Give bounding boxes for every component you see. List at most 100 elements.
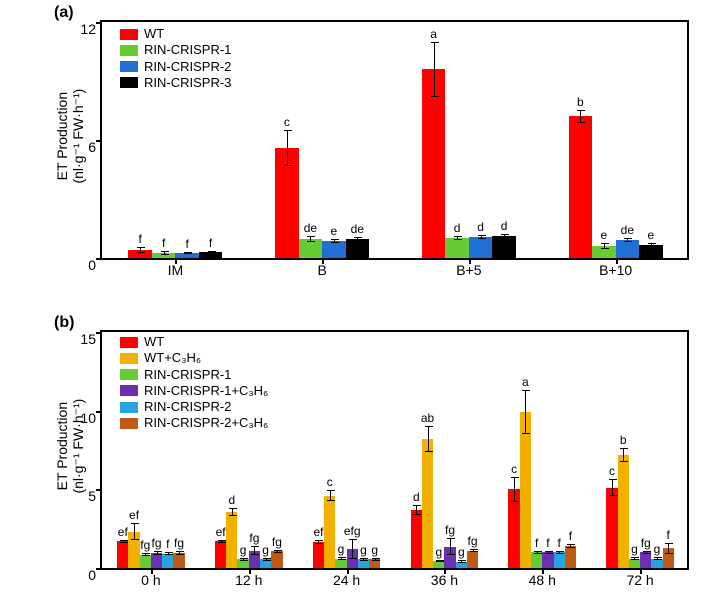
error-bar <box>134 523 135 540</box>
ytick-mark <box>96 568 102 570</box>
error-bar <box>310 236 311 242</box>
legend-item: WT <box>120 26 231 42</box>
bar-letter: g <box>262 543 269 557</box>
error-bar <box>668 543 669 554</box>
bar <box>346 239 369 258</box>
error-bar <box>461 560 462 563</box>
legend-label: RIN-CRISPR-3 <box>144 75 231 91</box>
bar-letter: de <box>304 221 317 235</box>
error-bar <box>428 426 429 451</box>
error-bar <box>623 448 624 462</box>
bar <box>140 555 151 568</box>
bar <box>358 559 369 568</box>
error-bar <box>277 550 278 553</box>
error-bar <box>318 540 319 543</box>
legend-swatch <box>120 45 138 56</box>
ytick-label: 15 <box>80 331 96 347</box>
legend-swatch <box>120 369 138 380</box>
error-bar <box>657 557 658 560</box>
error-bar <box>439 560 440 563</box>
bar-letter: g <box>240 543 247 557</box>
bar-letter: b <box>620 433 627 447</box>
xtick-mark <box>322 258 324 264</box>
xtick-label: IM <box>168 262 184 278</box>
bar-letter: d <box>454 221 461 235</box>
bar-letter: f <box>546 536 549 550</box>
bar-letter: e <box>331 224 338 238</box>
error-bar <box>357 237 358 241</box>
ytick-label: 0 <box>88 257 96 273</box>
xtick-label: 24 h <box>333 572 360 588</box>
error-bar <box>221 540 222 543</box>
bar <box>640 552 651 568</box>
bar-letter: c <box>609 464 615 478</box>
error-bar <box>457 236 458 240</box>
error-bar <box>140 247 141 253</box>
bar <box>422 439 433 568</box>
error-bar <box>164 251 165 255</box>
legend-item: RIN-CRISPR-1+C₃H₆ <box>120 383 268 399</box>
legend-label: WT+C₃H₆ <box>144 350 201 366</box>
error-bar <box>646 551 647 554</box>
error-bar <box>254 546 255 555</box>
xtick-label: 0 h <box>141 572 160 588</box>
bar <box>569 116 592 258</box>
bar-letter: e <box>601 228 608 242</box>
bar-letter: fg <box>249 531 259 545</box>
bar-letter: f <box>185 237 188 251</box>
ytick-mark <box>96 411 102 413</box>
bar-letter: f <box>209 236 212 250</box>
error-bar <box>504 234 505 238</box>
panel-b-plot-area: 0510150 hefeffgfgffg12 hefdgfggfg24 hefc… <box>100 330 689 570</box>
legend: WTRIN-CRISPR-1RIN-CRISPR-2RIN-CRISPR-3 <box>120 26 231 91</box>
legend-swatch <box>120 29 138 40</box>
error-bar <box>266 558 267 561</box>
bar <box>618 455 629 568</box>
error-bar <box>123 540 124 543</box>
xtick-mark <box>616 258 618 264</box>
bar-letter: g <box>371 543 378 557</box>
bar-letter: de <box>621 223 634 237</box>
bar-letter: g <box>338 542 345 556</box>
legend-label: RIN-CRISPR-1+C₃H₆ <box>144 383 268 399</box>
xtick-mark <box>444 568 446 574</box>
bar-letter: f <box>557 536 560 550</box>
xtick-mark <box>347 568 349 574</box>
bar-letter: fg <box>445 523 455 537</box>
legend: WTWT+C₃H₆RIN-CRISPR-1RIN-CRISPR-1+C₃H₆RI… <box>120 334 268 432</box>
bar-letter: fg <box>272 535 282 549</box>
error-bar <box>352 539 353 559</box>
bar-letter: ef <box>118 525 128 539</box>
bar <box>469 237 492 258</box>
error-bar <box>559 551 560 554</box>
bar-letter: ef <box>313 525 323 539</box>
error-bar <box>375 558 376 561</box>
error-bar <box>287 130 288 165</box>
bar-letter: g <box>458 545 465 559</box>
bar <box>492 236 515 258</box>
legend-item: RIN-CRISPR-2 <box>120 399 268 415</box>
bar <box>520 412 531 568</box>
legend-label: RIN-CRISPR-2+C₃H₆ <box>144 415 268 431</box>
error-bar <box>580 110 581 124</box>
ytick-mark <box>96 489 102 491</box>
legend-swatch <box>120 385 138 396</box>
bar <box>565 546 576 568</box>
bar-letter: a <box>430 27 437 41</box>
ytick-label: 0 <box>88 567 96 583</box>
legend-item: RIN-CRISPR-2+C₃H₆ <box>120 415 268 431</box>
panel-b-label: (b) <box>54 314 74 332</box>
error-bar <box>157 551 158 554</box>
legend-label: RIN-CRISPR-1 <box>144 42 231 58</box>
legend-item: RIN-CRISPR-1 <box>120 367 268 383</box>
ytick-label: 5 <box>88 488 96 504</box>
xtick-label: 72 h <box>626 572 653 588</box>
bar <box>324 496 335 568</box>
legend-label: RIN-CRISPR-2 <box>144 59 231 75</box>
error-bar <box>612 479 613 496</box>
error-bar <box>548 551 549 554</box>
error-bar <box>145 553 146 556</box>
xtick-label: B+10 <box>599 262 632 278</box>
xtick-label: 36 h <box>431 572 458 588</box>
bar <box>322 241 345 258</box>
